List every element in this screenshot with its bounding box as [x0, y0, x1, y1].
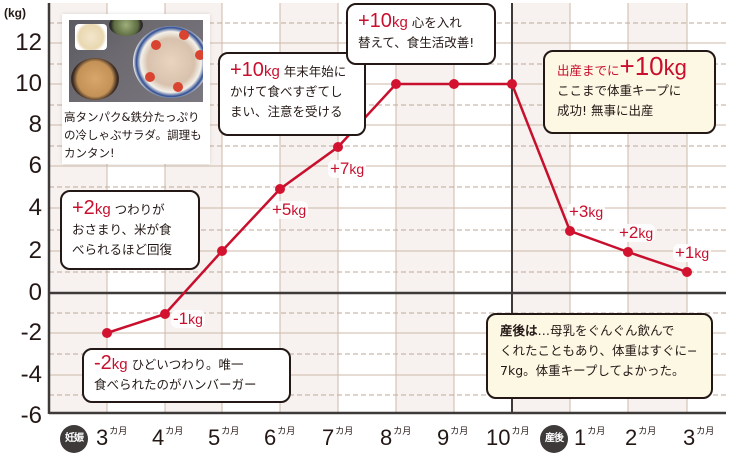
- photo-caption: 高タンパク&鉄分たっぷりの冷しゃぶサラダ。調理もカンタン!: [64, 110, 202, 160]
- pregnancy-badge: 妊娠: [60, 425, 88, 453]
- x-tick-label: 5カ月: [208, 425, 240, 450]
- y-tick-label: 2: [28, 237, 42, 264]
- y-tick-label: 12: [15, 29, 42, 56]
- annotation-5m: +2kg つわりが おさまり、米が食 べられるほど回復: [60, 190, 200, 270]
- y-tick-label: 4: [28, 194, 42, 221]
- y-tick-label: -2: [20, 319, 42, 346]
- y-tick-label: 10: [15, 70, 42, 97]
- x-tick-label: 7カ月: [322, 425, 354, 450]
- y-tick-label: 6: [28, 152, 42, 179]
- x-tick-label: 6カ月: [264, 425, 296, 450]
- y-tick-label: 8: [28, 111, 42, 138]
- x-tick-label: 1カ月: [574, 425, 606, 450]
- x-tick-label: 9カ月: [437, 425, 469, 450]
- point-label-post-3m: +1kg: [673, 243, 712, 262]
- annotation-9m: +10kg 心を入れ 替えて、食生活改善!: [346, 3, 496, 65]
- annotation-3m: -2kg ひどいつわり。唯一 食べられたのがハンバーガー: [82, 348, 291, 403]
- annotation-8m: +10kg 年末年始に かけて食べすぎてし まい、注意を受ける: [218, 52, 366, 136]
- y-tick-label: -4: [20, 361, 42, 388]
- point-label-post-1m: +3kg: [567, 202, 606, 221]
- point-label-6m: +5kg: [270, 200, 309, 219]
- annotation-postpartum: 産後は…母乳をぐんぐん飲んで くれたこともあり、体重はすぐに− 7kg。体重キー…: [486, 313, 713, 399]
- point-label-7m: +7kg: [328, 159, 367, 178]
- annotation-10m: 出産までに+10kg ここまで体重キープに 成功! 無事に出産: [543, 50, 716, 134]
- x-tick-label: 2カ月: [625, 425, 657, 450]
- point-label-post-2m: +2kg: [617, 223, 656, 242]
- meal-photo: [69, 20, 203, 102]
- x-tick-label: 10カ月: [486, 425, 530, 450]
- y-tick-label: 0: [28, 279, 42, 306]
- point-label-4m: -1kg: [171, 309, 205, 328]
- data-points: [102, 79, 692, 338]
- postpartum-badge: 産後: [540, 425, 568, 453]
- y-tick-label: -6: [20, 402, 42, 429]
- x-tick-label: 3カ月: [683, 425, 715, 450]
- x-tick-label: 4カ月: [152, 425, 184, 450]
- meal-photo-card: 高タンパク&鉄分たっぷりの冷しゃぶサラダ。調理もカンタン!: [62, 14, 210, 164]
- x-tick-label: 3カ月: [96, 425, 128, 450]
- x-tick-label: 8カ月: [380, 425, 412, 450]
- y-axis-unit: (kg): [4, 6, 26, 20]
